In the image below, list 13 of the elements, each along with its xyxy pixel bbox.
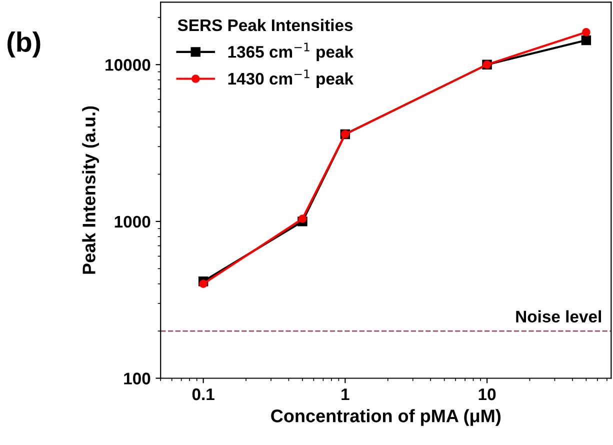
legend-label: 1430 cm$^{−1}$ peak — [228, 70, 354, 88]
legend-label: 1365 cm$^{−1}$ peak — [228, 42, 354, 62]
y-tick-label: 100 — [124, 372, 150, 384]
ref-line-label: Noise level — [516, 310, 601, 323]
x-tick-label: 10 — [478, 388, 496, 400]
x-tick-label: 0.1 — [192, 388, 214, 400]
legend-title: SERS Peak Intensities — [178, 18, 353, 32]
y-tick-label: 10000 — [106, 59, 150, 71]
x-tick-label: 1 — [342, 388, 350, 400]
y-tick-label: 1000 — [114, 216, 150, 228]
text: (b) — [8, 32, 40, 58]
y-axis-title: Peak Intensity (a.u.) — [82, 106, 99, 274]
x-axis-title: Concentration of pMA (μM) — [271, 409, 500, 426]
